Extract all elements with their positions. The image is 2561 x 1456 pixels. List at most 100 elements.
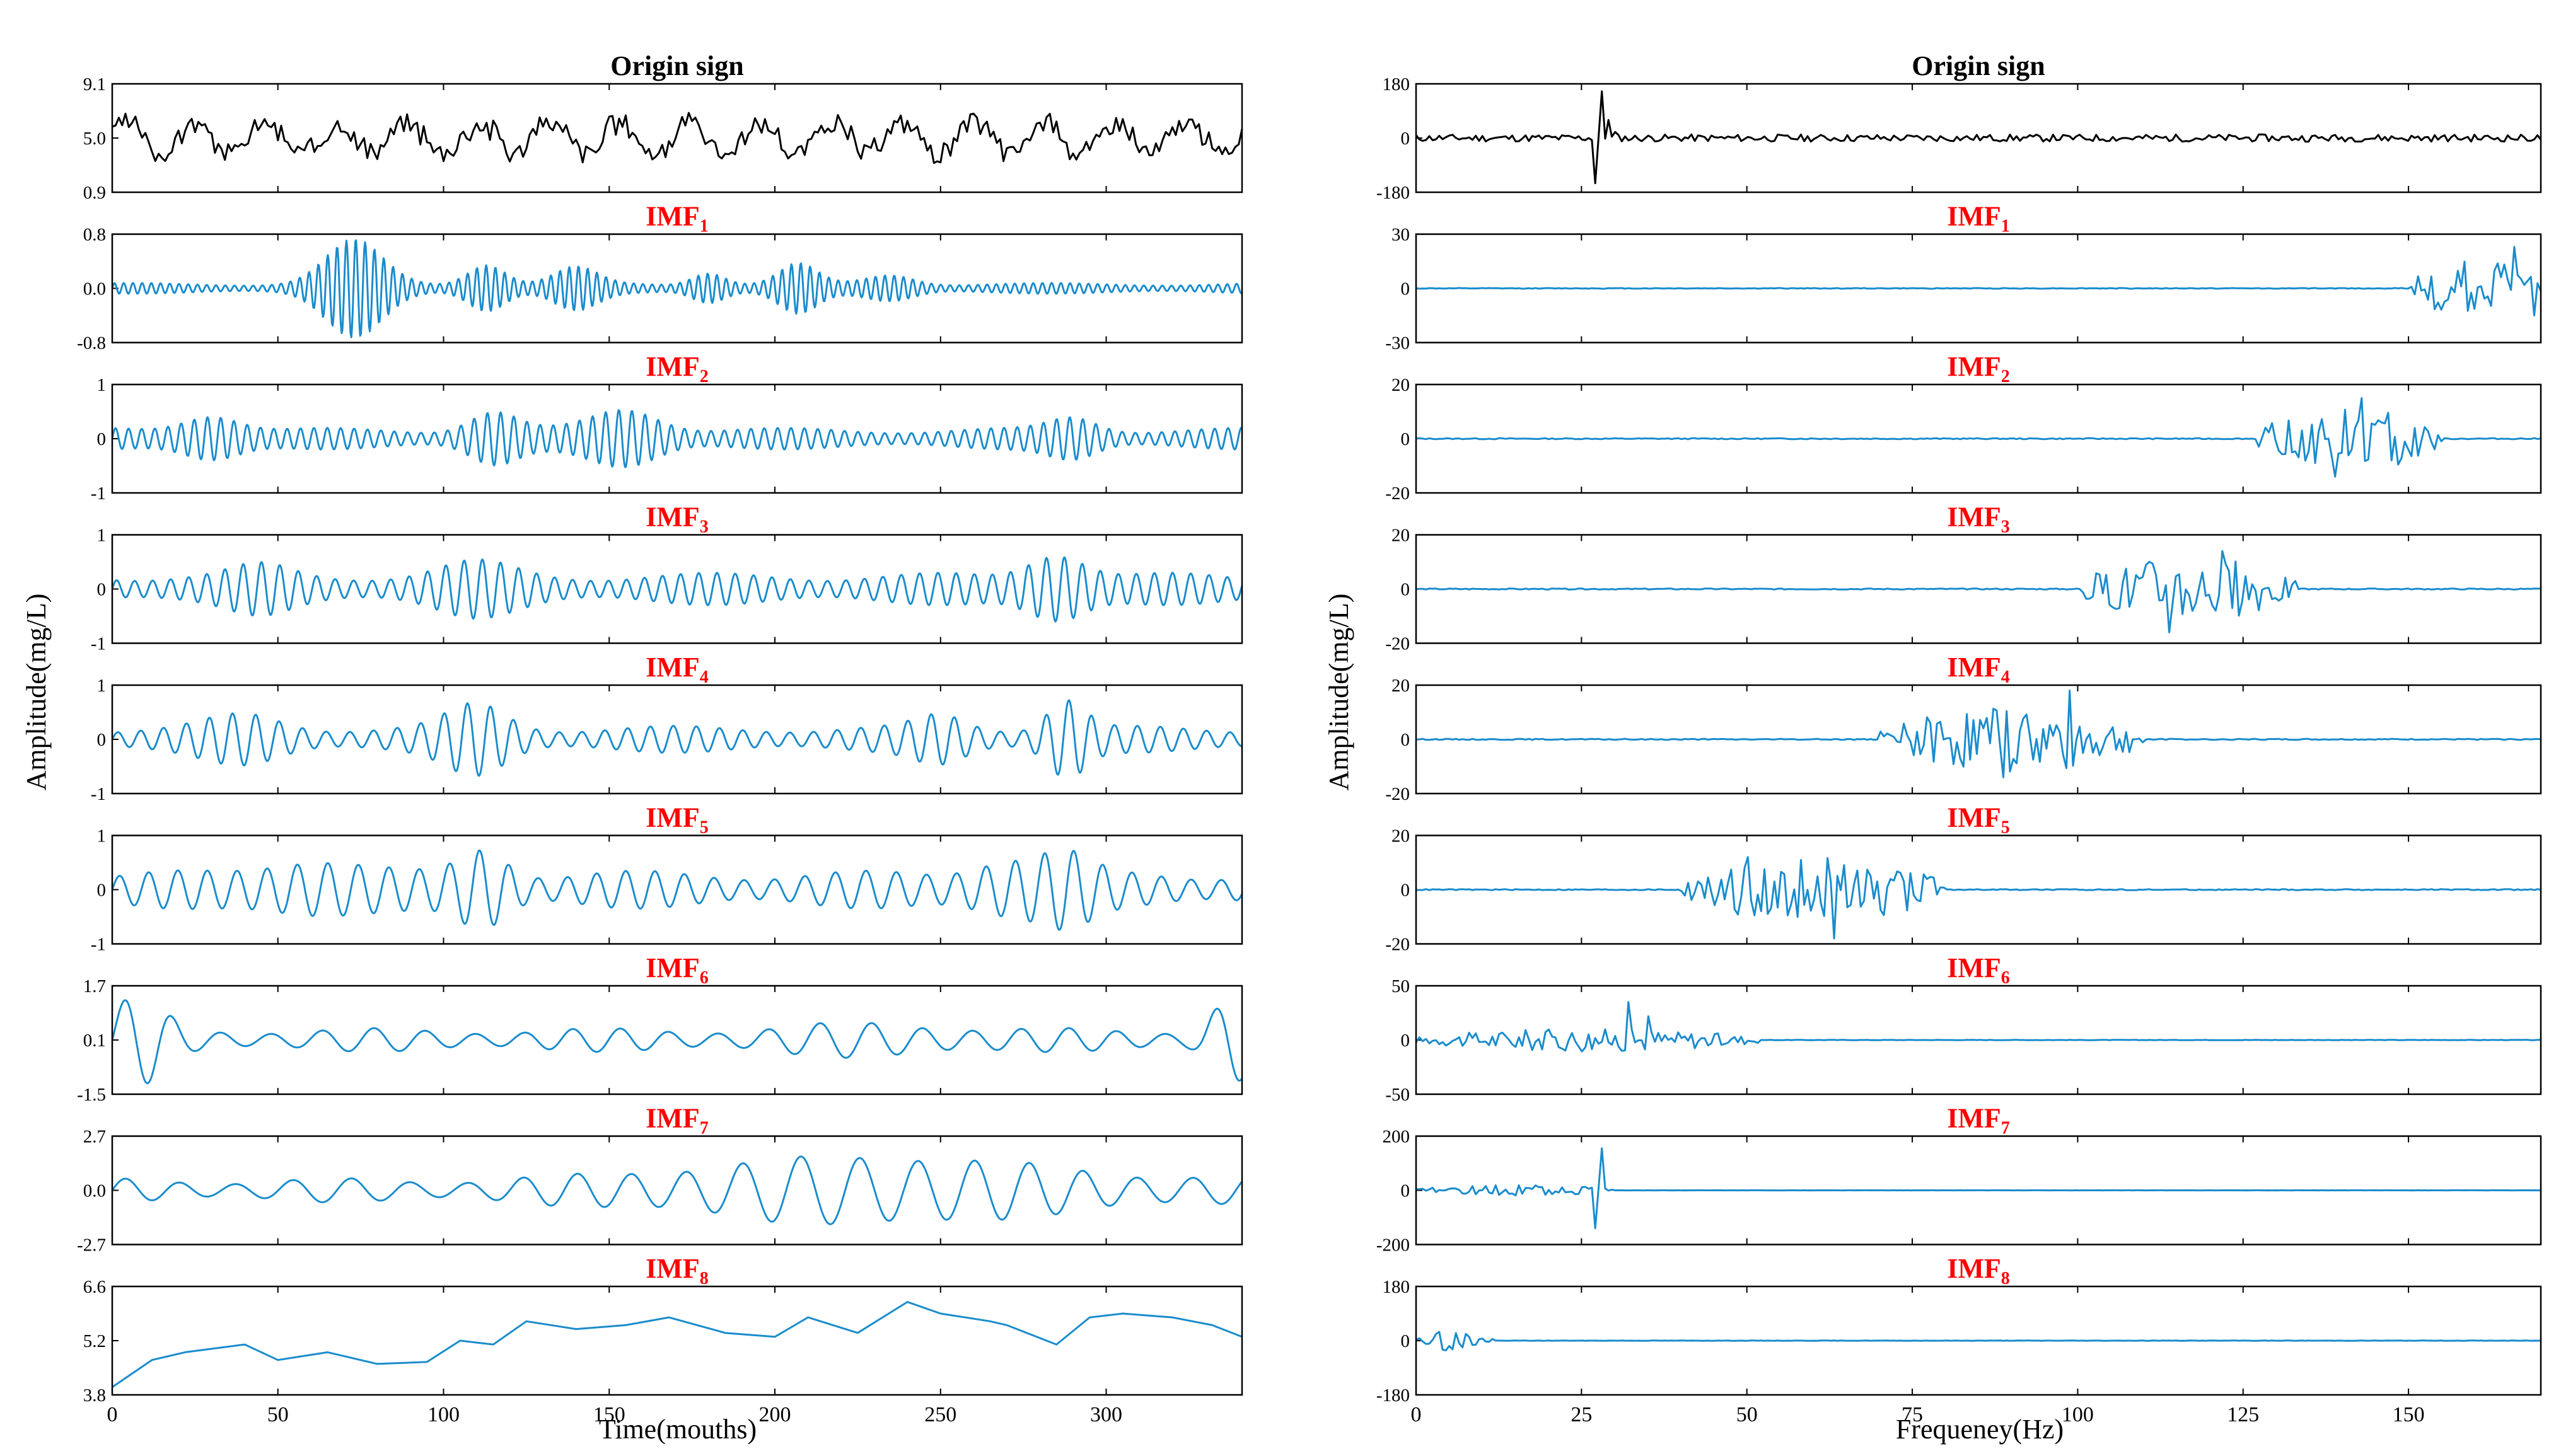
y-tick-label: 180 bbox=[1383, 1277, 1410, 1297]
subplot-title-main: IMF bbox=[646, 802, 700, 833]
subplot-title-subscript: 2 bbox=[2001, 367, 2010, 386]
subplot-title-main: IMF bbox=[1947, 502, 2001, 533]
y-tick-label: 20 bbox=[1391, 676, 1410, 696]
y-tick-label: -180 bbox=[1376, 183, 1410, 203]
frequency-subplot-imf5: IMF5 20 0 -20 bbox=[1385, 802, 2542, 955]
y-tick-label: -1 bbox=[91, 483, 106, 504]
time-subplot-imf4: IMF4 1 0 -1 bbox=[91, 652, 1243, 804]
time-subplot-imf5: IMF5 1 0 -1 bbox=[91, 802, 1243, 955]
axes-frame bbox=[111, 985, 1243, 1095]
axes-frame bbox=[111, 83, 1243, 194]
series-line bbox=[1416, 397, 2541, 478]
y-tick-label: -50 bbox=[1385, 1085, 1410, 1105]
axes-frame bbox=[1415, 1135, 2542, 1245]
y-tick-label: 200 bbox=[1383, 1127, 1410, 1147]
axes-frame bbox=[1415, 233, 2542, 344]
subplot-title-main: Origin sign bbox=[610, 50, 744, 81]
subplot-title-main: IMF bbox=[646, 502, 700, 533]
frequency-subplot-imf4: IMF4 20 0 -20 bbox=[1385, 652, 2542, 804]
time-subplot-imf8: IMF8 6.6 5.2 3.80 50 100 150 200 250 300 bbox=[83, 1253, 1243, 1426]
subplot-title-main: IMF bbox=[1947, 1103, 2001, 1134]
y-tick-label: 30 bbox=[1391, 225, 1410, 245]
subplot-title-main: IMF bbox=[1947, 351, 2001, 382]
frequency-subplot-imf6: IMF6 50 0 -50 bbox=[1385, 952, 2542, 1105]
x-tick-label: 0 bbox=[1411, 1403, 1422, 1426]
subplot-title-main: IMF bbox=[1947, 652, 2001, 683]
y-tick-label: 1.7 bbox=[83, 976, 106, 997]
series-line bbox=[112, 849, 1242, 931]
series-line bbox=[112, 699, 1242, 777]
x-tick-label: 25 bbox=[1571, 1403, 1592, 1426]
subplot-title-subscript: 5 bbox=[2001, 818, 2010, 838]
time-subplot-imf1: IMF1 0.8 0.0 -0.8 bbox=[77, 201, 1243, 354]
subplot-title-main: IMF bbox=[646, 201, 700, 232]
y-tick-label: -1.5 bbox=[77, 1085, 106, 1105]
series-line bbox=[112, 112, 1242, 165]
series-line bbox=[1416, 90, 2541, 185]
subplot-title: Origin sign bbox=[1912, 50, 2045, 81]
y-tick-label: 1 bbox=[97, 526, 107, 546]
subplot-title-subscript: 3 bbox=[700, 517, 709, 537]
series-line bbox=[112, 999, 1242, 1085]
y-tick-label: -20 bbox=[1385, 784, 1410, 804]
y-tick-label: 0.0 bbox=[83, 1181, 106, 1201]
y-tick-label: -180 bbox=[1376, 1385, 1410, 1406]
time-subplot-imf7: IMF7 2.7 0.0 -2.7 bbox=[77, 1103, 1243, 1256]
y-tick-label: 0 bbox=[1401, 1031, 1410, 1051]
axes-frame bbox=[111, 383, 1243, 494]
axes-frame bbox=[111, 233, 1243, 344]
y-tick-label: 180 bbox=[1383, 74, 1410, 95]
series-line bbox=[1416, 1331, 2541, 1351]
x-tick-label: 75 bbox=[1902, 1403, 1923, 1426]
series-line bbox=[1416, 856, 2541, 940]
y-tick-label: 0 bbox=[97, 429, 107, 449]
series-line bbox=[1416, 1001, 2541, 1053]
frequency-subplot-imf1: IMF1 30 0 -30 bbox=[1385, 201, 2542, 354]
y-tick-label: -1 bbox=[91, 784, 106, 804]
y-tick-label: 0 bbox=[1401, 730, 1410, 750]
x-tick-label: 300 bbox=[1090, 1403, 1122, 1426]
y-tick-label: 0.8 bbox=[83, 225, 106, 245]
y-tick-label: 20 bbox=[1391, 826, 1410, 846]
x-tick-label: 0 bbox=[107, 1403, 118, 1426]
y-tick-label: -20 bbox=[1385, 634, 1410, 654]
y-tick-label: -1 bbox=[91, 634, 106, 654]
x-tick-label: 200 bbox=[759, 1403, 791, 1426]
y-tick-label: 6.6 bbox=[83, 1277, 106, 1297]
y-tick-label: 0 bbox=[1401, 129, 1410, 149]
subplot-title-main: IMF bbox=[1947, 201, 2001, 232]
series-line bbox=[112, 556, 1242, 623]
subplot-title-main: IMF bbox=[1947, 1253, 2001, 1284]
y-tick-label: 0 bbox=[97, 730, 107, 750]
series-line bbox=[112, 1155, 1242, 1225]
subplot-title-subscript: 8 bbox=[700, 1269, 709, 1288]
frequency-subplot-origin: Origin sign 180 0 -180 bbox=[1376, 50, 2542, 203]
y-tick-label: -30 bbox=[1385, 333, 1410, 354]
axes-frame bbox=[1415, 534, 2542, 644]
subplot-title-main: IMF bbox=[646, 652, 700, 683]
subplot-title-subscript: 2 bbox=[700, 367, 709, 386]
subplot-title-main: IMF bbox=[646, 1253, 700, 1284]
x-tick-label: 150 bbox=[2393, 1403, 2425, 1426]
x-tick-label: 100 bbox=[427, 1403, 460, 1426]
x-tick-label: 50 bbox=[1736, 1403, 1758, 1426]
y-tick-label: 5.2 bbox=[83, 1331, 106, 1351]
y-tick-label: 0 bbox=[1401, 429, 1410, 449]
subplot-title-main: IMF bbox=[1947, 802, 2001, 833]
subplot-title: IMF4 bbox=[646, 652, 709, 687]
time-column: Origin sign9.15.00.9IMF10.80.0-0.8IMF210… bbox=[77, 50, 1243, 1426]
x-tick-label: 125 bbox=[2227, 1403, 2259, 1426]
frequency-subplot-imf3: IMF3 20 0 -20 bbox=[1385, 502, 2542, 654]
subplot-title: IMF7 bbox=[1947, 1103, 2010, 1138]
series-line bbox=[112, 1301, 1242, 1388]
y-tick-label: -1 bbox=[91, 935, 106, 955]
axes-frame bbox=[1415, 383, 2542, 494]
subplot-title-main: IMF bbox=[646, 351, 700, 382]
axes-frame bbox=[111, 1135, 1243, 1245]
subplot-title-subscript: 1 bbox=[700, 217, 709, 236]
subplot-title: IMF8 bbox=[1947, 1253, 2010, 1288]
subplot-title: IMF1 bbox=[1947, 201, 2010, 236]
y-tick-label: -2.7 bbox=[77, 1235, 106, 1256]
subplot-title: IMF6 bbox=[1947, 952, 2010, 988]
